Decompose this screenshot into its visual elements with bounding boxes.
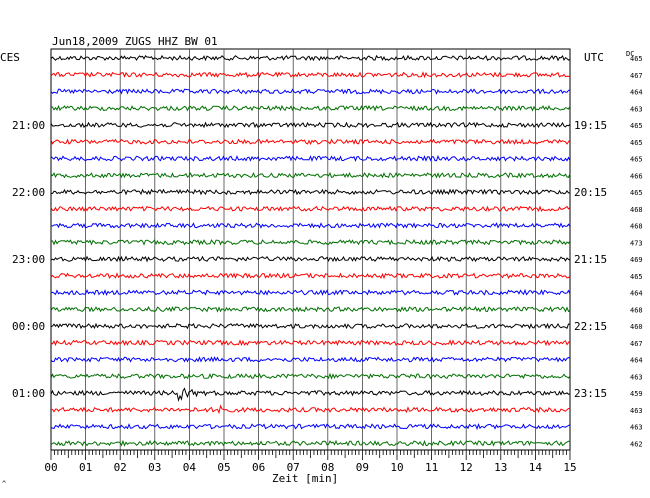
seismic-trace (50, 422, 571, 431)
x-tick-label: 02 (114, 461, 127, 474)
dc-value: 469 (630, 256, 643, 264)
grid-lines (50, 48, 571, 460)
dc-value: 463 (630, 424, 643, 432)
right-hour-label: 19:15 (574, 119, 607, 132)
x-axis-label: Zeit [min] (272, 472, 338, 485)
seismic-trace (50, 387, 571, 403)
seismic-trace (50, 222, 571, 229)
left-hour-label: 00:00 (12, 320, 45, 333)
x-tick-label: 11 (425, 461, 438, 474)
seismic-trace (50, 305, 571, 313)
traces-group (50, 54, 571, 447)
dc-value: 465 (630, 122, 643, 130)
seismic-trace (50, 54, 571, 62)
dc-value: 462 (630, 440, 643, 448)
left-hour-label: 23:00 (12, 253, 45, 266)
dc-value: 463 (630, 407, 643, 415)
seismic-trace (50, 188, 570, 196)
dc-value: 467 (630, 340, 643, 348)
left-timezone-label: CES (0, 51, 20, 64)
dc-value: 468 (630, 306, 643, 314)
seismic-trace (50, 138, 571, 146)
seismic-trace (50, 288, 571, 297)
seismic-trace (50, 255, 571, 263)
dc-value: 465 (630, 189, 643, 197)
dc-value: 473 (630, 239, 643, 247)
seismic-trace (50, 154, 571, 163)
left-hour-label: 01:00 (12, 387, 45, 400)
dc-value: 468 (630, 223, 643, 231)
x-tick-label: 05 (217, 461, 230, 474)
x-tick-label: 00 (44, 461, 57, 474)
dc-header-label: DC (626, 50, 634, 58)
left-hour-label: 22:00 (12, 186, 45, 199)
dc-value: 465 (630, 55, 643, 63)
dc-value: 460 (630, 323, 643, 331)
dc-value: 466 (630, 172, 643, 180)
x-tick-label: 01 (79, 461, 92, 474)
seismic-trace (50, 356, 571, 363)
seismic-trace (50, 322, 571, 330)
seismic-trace (50, 372, 571, 380)
x-tick-label: 08 (321, 461, 334, 474)
dc-value: 468 (630, 206, 643, 214)
seismic-trace (50, 272, 571, 280)
right-hour-label: 20:15 (574, 186, 607, 199)
seismic-trace (50, 404, 570, 415)
dc-value: 463 (630, 105, 643, 113)
x-tick-label: 06 (252, 461, 265, 474)
seismic-trace (50, 205, 571, 213)
footer-mark: ^ (2, 480, 6, 488)
x-tick-label: 15 (563, 461, 576, 474)
right-hour-label: 22:15 (574, 320, 607, 333)
seismic-trace (50, 171, 571, 179)
seismic-trace (50, 71, 571, 79)
x-tick-label: 04 (183, 461, 197, 474)
dc-value: 467 (630, 72, 643, 80)
x-tick-label: 09 (356, 461, 369, 474)
x-tick-label: 03 (148, 461, 161, 474)
dc-value: 463 (630, 373, 643, 381)
seismic-trace (50, 121, 571, 129)
right-hour-label: 21:15 (574, 253, 607, 266)
dc-value: 464 (630, 357, 643, 365)
right-hour-label: 23:15 (574, 387, 607, 400)
left-hour-label: 21:00 (12, 119, 45, 132)
dc-value: 464 (630, 89, 643, 97)
seismic-trace (50, 104, 571, 112)
x-tick-label: 13 (494, 461, 507, 474)
dc-value: 465 (630, 156, 643, 164)
chart-title: Jun18,2009 ZUGS HHZ BW 01 (52, 35, 218, 48)
x-tick-label: 07 (287, 461, 300, 474)
labels-group: 00 01 02 03 04 05 06 07 08 09 10 11 12 13 14 15 465 467 46… (12, 55, 643, 474)
seismic-trace (50, 239, 571, 246)
x-tick-label: 12 (460, 461, 473, 474)
seismic-trace (50, 439, 571, 447)
dc-value: 459 (630, 390, 643, 398)
seismic-trace (50, 88, 571, 95)
dc-value: 464 (630, 290, 643, 298)
dc-value: 465 (630, 273, 643, 281)
right-timezone-label: UTC (584, 51, 604, 64)
x-tick-label: 14 (529, 461, 543, 474)
dc-value: 465 (630, 139, 643, 147)
seismic-trace (50, 339, 571, 347)
x-tick-label: 10 (390, 461, 403, 474)
